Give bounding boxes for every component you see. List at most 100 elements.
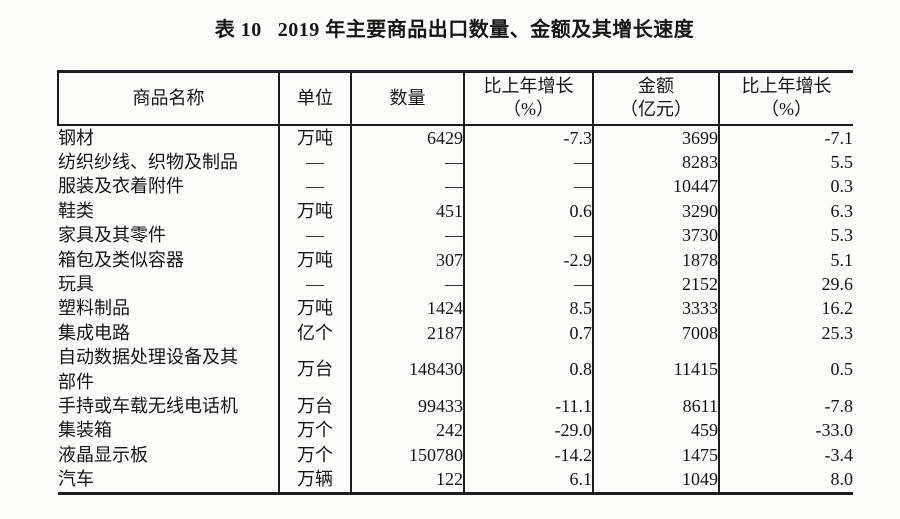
cell-amount: 3333 xyxy=(592,296,719,321)
cell-amount-growth: 16.2 xyxy=(718,296,853,321)
cell-quantity-growth: -29.0 xyxy=(463,418,593,443)
table-row: 集成电路 亿个 2187 0.7 7008 25.3 xyxy=(58,320,853,346)
cell-commodity-name: 集成电路 xyxy=(58,322,130,343)
cell-unit: 万个 xyxy=(278,442,351,468)
table-row: 汽车 万辆 122 6.1 1049 8.0 xyxy=(58,467,853,494)
table-title-text: 2019 年主要商品出口数量、金额及其增长速度 xyxy=(277,19,695,41)
cell-amount: 1049 xyxy=(592,467,719,494)
cell-amount: 2152 xyxy=(592,271,719,297)
cell-amount-growth: -3.4 xyxy=(718,442,853,468)
cell-amount-growth: 8.0 xyxy=(718,467,853,494)
cell-amount-growth: 6.3 xyxy=(718,198,853,224)
cell-commodity-name: 手持或车载无线电话机 xyxy=(58,395,238,416)
cell-commodity-name: 集装箱 xyxy=(58,420,112,441)
col-header-unit: 单位 xyxy=(278,71,351,126)
table-row: 鞋类 万吨 451 0.6 3290 6.3 xyxy=(58,198,853,224)
table-number: 表 10 xyxy=(214,19,262,41)
cell-quantity: 307 xyxy=(350,247,464,272)
cell-quantity: — xyxy=(350,271,464,297)
cell-amount-growth: 25.3 xyxy=(718,320,853,346)
export-commodities-table: 商品名称 单位 数量 比上年增长 （%） 金额 （亿元） 比上年增长 （%） 钢… xyxy=(57,70,853,495)
cell-quantity: 99433 xyxy=(350,393,464,419)
cell-amount: 8283 xyxy=(592,149,719,175)
cell-unit: — xyxy=(278,174,351,199)
cell-quantity: 122 xyxy=(350,467,464,494)
cell-amount-growth: 5.3 xyxy=(718,223,853,248)
cell-quantity: 451 xyxy=(350,198,464,224)
table-row: 纺织纱线、织物及制品 — — — 8283 5.5 xyxy=(58,149,853,175)
cell-amount: 3290 xyxy=(592,198,719,224)
table-row: 玩具 — — — 2152 29.6 xyxy=(58,271,853,297)
cell-amount-growth: 5.1 xyxy=(718,247,853,272)
table-row: 液晶显示板 万个 150780 -14.2 1475 -3.4 xyxy=(58,442,853,468)
cell-quantity: 148430 xyxy=(350,345,464,394)
cell-amount-growth: 0.5 xyxy=(718,345,853,394)
table-row: 自动数据处理设备及其 部件 万台 148430 0.8 11415 0.5 xyxy=(58,345,853,394)
cell-quantity-growth: 0.6 xyxy=(463,198,593,224)
cell-unit: 万辆 xyxy=(278,467,351,494)
cell-quantity-growth: 0.8 xyxy=(463,345,593,394)
cell-commodity-name: 玩具 xyxy=(58,273,94,294)
col-header-amount: 金额 （亿元） xyxy=(592,71,719,126)
table-document: 表 10 2019 年主要商品出口数量、金额及其增长速度 商品名称 单位 数量 比… xyxy=(57,0,853,495)
cell-amount: 7008 xyxy=(592,320,719,346)
cell-commodity-name: 家具及其零件 xyxy=(58,225,166,246)
cell-quantity-growth: — xyxy=(463,271,593,297)
table-row: 家具及其零件 — — — 3730 5.3 xyxy=(58,223,853,248)
cell-quantity-growth: 6.1 xyxy=(463,467,593,494)
cell-amount: 3699 xyxy=(592,124,719,150)
cell-commodity-name: 钢材 xyxy=(58,127,94,148)
col-header-quantity-growth: 比上年增长 （%） xyxy=(463,71,593,126)
cell-amount: 1878 xyxy=(592,247,719,272)
cell-unit: 万吨 xyxy=(278,198,351,224)
table-row: 服装及衣着附件 — — — 10447 0.3 xyxy=(58,174,853,199)
table-header: 商品名称 单位 数量 比上年增长 （%） 金额 （亿元） 比上年增长 （%） xyxy=(57,71,853,126)
cell-amount: 8611 xyxy=(592,393,719,419)
cell-quantity-growth: 8.5 xyxy=(463,296,593,321)
cell-unit: 万台 xyxy=(278,393,351,419)
cell-amount-growth: -7.8 xyxy=(718,393,853,419)
cell-quantity-growth: -11.1 xyxy=(463,393,593,419)
cell-amount-growth: -7.1 xyxy=(718,124,853,150)
cell-quantity: — xyxy=(350,149,464,175)
cell-amount: 10447 xyxy=(592,174,719,199)
cell-quantity: 1424 xyxy=(350,296,464,321)
cell-unit: 万吨 xyxy=(278,296,351,321)
cell-quantity: 242 xyxy=(350,418,464,443)
cell-quantity-growth: — xyxy=(463,149,593,175)
cell-quantity-growth: 0.7 xyxy=(463,320,593,346)
cell-commodity-name: 鞋类 xyxy=(58,200,94,221)
cell-amount-growth: -33.0 xyxy=(718,418,853,443)
col-header-quantity: 数量 xyxy=(350,71,464,126)
cell-quantity: — xyxy=(350,174,464,199)
cell-amount: 3730 xyxy=(592,223,719,248)
col-header-amount-growth: 比上年增长 （%） xyxy=(718,71,853,126)
cell-commodity-name: 汽车 xyxy=(58,469,94,490)
cell-commodity-name: 服装及衣着附件 xyxy=(58,176,184,197)
table-row: 塑料制品 万吨 1424 8.5 3333 16.2 xyxy=(58,296,853,321)
cell-amount: 1475 xyxy=(592,442,719,468)
cell-unit: 亿个 xyxy=(278,320,351,346)
table-row: 箱包及类似容器 万吨 307 -2.9 1878 5.1 xyxy=(58,247,853,272)
cell-quantity: 6429 xyxy=(350,124,464,150)
cell-commodity-name: 自动数据处理设备及其 部件 xyxy=(58,347,238,392)
cell-amount: 11415 xyxy=(592,345,719,394)
cell-quantity: — xyxy=(350,223,464,248)
cell-commodity-name: 箱包及类似容器 xyxy=(58,249,184,270)
table-row: 手持或车载无线电话机 万台 99433 -11.1 8611 -7.8 xyxy=(58,393,853,419)
cell-amount-growth: 5.5 xyxy=(718,149,853,175)
table-row: 钢材 万吨 6429 -7.3 3699 -7.1 xyxy=(58,124,853,150)
cell-unit: 万吨 xyxy=(278,124,351,150)
header-row: 商品名称 单位 数量 比上年增长 （%） 金额 （亿元） 比上年增长 （%） xyxy=(57,71,853,126)
cell-commodity-name: 纺织纱线、织物及制品 xyxy=(58,151,238,172)
table-body: 钢材 万吨 6429 -7.3 3699 -7.1 纺织纱线、织物及制品 — —… xyxy=(58,124,853,494)
table-title: 表 10 2019 年主要商品出口数量、金额及其增长速度 xyxy=(57,17,852,44)
cell-amount: 459 xyxy=(592,418,719,443)
cell-quantity-growth: -7.3 xyxy=(463,124,593,150)
cell-unit: — xyxy=(278,149,351,175)
cell-quantity: 2187 xyxy=(350,320,464,346)
cell-unit: — xyxy=(278,271,351,297)
cell-quantity-growth: -2.9 xyxy=(463,247,593,272)
cell-amount-growth: 0.3 xyxy=(718,174,853,199)
